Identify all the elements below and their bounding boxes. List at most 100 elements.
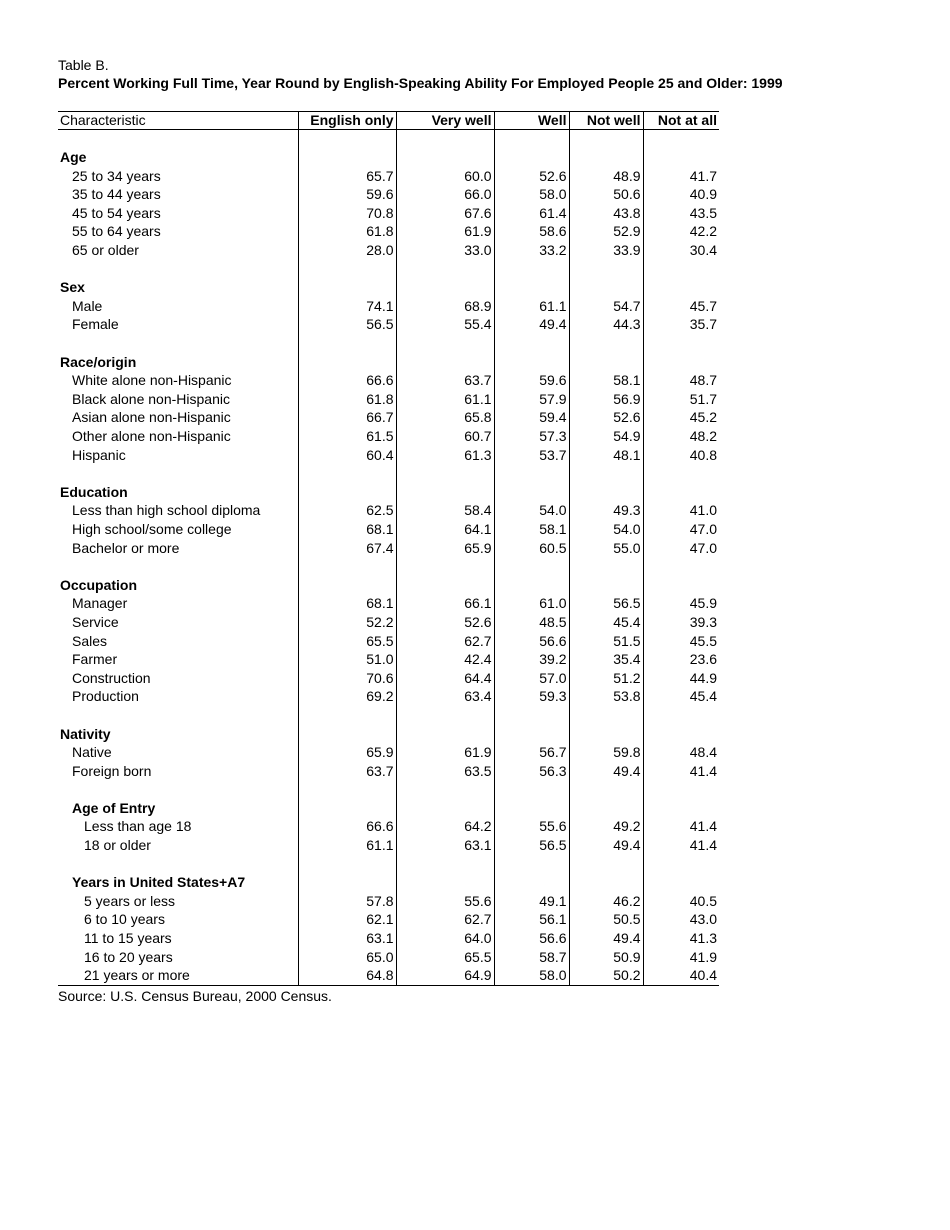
table-row: Black alone non-Hispanic 61.8 61.1 57.9 56.9…	[58, 389, 719, 409]
cell-value: 56.5	[494, 836, 570, 855]
cell-value	[569, 724, 644, 744]
cell-value: 42.4	[396, 650, 495, 669]
cell-value: 65.8	[396, 408, 495, 427]
cell-value	[298, 482, 397, 502]
row-label	[58, 780, 299, 799]
table-row: White alone non-Hispanic 66.6 63.7 59.6 58.1…	[58, 371, 719, 390]
cell-value	[396, 334, 495, 353]
section-header-row: Age of Entry	[58, 798, 719, 818]
cell-value: 45.2	[689, 409, 717, 426]
cell-value	[298, 129, 397, 149]
cell-value	[298, 724, 397, 744]
cell-value	[494, 464, 570, 483]
cell-value: 68.1	[298, 519, 397, 539]
cell-value	[494, 352, 570, 372]
section-label: Sex	[58, 278, 299, 297]
table-row: Farmer 51.0 42.4 39.2 35.4 23.6	[58, 650, 719, 669]
cell-value: 60.7	[396, 427, 495, 446]
table-row: 55 to 64 years 61.8 61.9 58.6 52.9 42.2	[58, 222, 719, 242]
cell-value: 23.6	[689, 651, 717, 668]
table-row: Production 69.2 63.4 59.3 53.8 45.4	[58, 687, 719, 706]
header-row: Characteristic English only Very well We…	[58, 111, 719, 130]
cell-value: 43.5	[689, 204, 717, 221]
section-header-row: Age	[58, 148, 719, 167]
cell-value: 65.5	[396, 947, 495, 967]
cell-value	[396, 278, 495, 297]
table-row: Sales 65.5 62.7 56.6 51.5 45.5	[58, 631, 719, 651]
cell-value: 57.9	[494, 389, 570, 409]
row-label: Asian alone non-Hispanic	[58, 408, 299, 427]
cell-value	[298, 873, 397, 892]
cell-value: 41.0	[689, 502, 717, 519]
table-row: Construction 70.6 64.4 57.0 51.2 44.9	[58, 668, 719, 688]
cell-value: 60.0	[396, 166, 495, 186]
table-row: Service 52.2 52.6 48.5 45.4 39.3	[58, 612, 719, 632]
row-label: Other alone non-Hispanic	[58, 427, 299, 446]
cell-value	[298, 575, 397, 595]
cell-value: 54.0	[569, 519, 644, 539]
section-label: Education	[58, 482, 299, 502]
cell-value	[396, 259, 495, 279]
table-row: Foreign born 63.7 63.5 56.3 49.4 41.4	[58, 761, 719, 781]
cell-value	[643, 148, 719, 167]
cell-value: 35.7	[689, 316, 717, 333]
cell-value: 58.1	[494, 519, 570, 539]
table-row: 21 years or more 64.8 64.9 58.0 50.2 40.4	[58, 966, 719, 986]
column-header-not-well: Not well	[569, 111, 644, 130]
cell-value: 66.0	[396, 185, 495, 204]
cell-value	[298, 259, 397, 279]
table-row: 45 to 54 years 70.8 67.6 61.4 43.8 43.5	[58, 203, 719, 223]
cell-value: 56.5	[569, 594, 644, 613]
row-label: 35 to 44 years	[58, 185, 299, 204]
cell-value	[298, 464, 397, 483]
cell-value	[643, 780, 719, 799]
cell-value: 51.7	[689, 390, 717, 407]
cell-value: 35.4	[569, 650, 644, 669]
cell-value: 51.2	[569, 668, 644, 688]
cell-value: 41.9	[689, 948, 717, 965]
cell-value	[494, 873, 570, 892]
cell-value: 54.7	[569, 296, 644, 316]
row-label: 5 years or less	[58, 891, 299, 911]
cell-value: 65.9	[396, 538, 495, 558]
cell-value: 56.6	[494, 929, 570, 948]
cell-value	[494, 129, 570, 149]
cell-value	[643, 725, 719, 744]
cell-value: 33.2	[494, 241, 570, 260]
cell-value	[569, 278, 644, 297]
cell-value: 28.0	[298, 241, 397, 260]
cell-value: 40.9	[689, 186, 717, 203]
cell-value: 44.9	[689, 669, 717, 686]
cell-value	[643, 855, 719, 874]
table-row: 6 to 10 years 62.1 62.7 56.1 50.5 43.0	[58, 910, 719, 930]
cell-value: 70.6	[298, 668, 397, 688]
cell-value: 58.1	[569, 371, 644, 390]
cell-value	[494, 334, 570, 353]
table-row: Asian alone non-Hispanic 66.7 65.8 59.4 52.6…	[58, 408, 719, 427]
cell-value	[494, 724, 570, 744]
column-header-very-well: Very well	[396, 111, 495, 130]
row-label: Service	[58, 612, 299, 632]
cell-value	[569, 705, 644, 725]
cell-value: 65.0	[298, 947, 397, 967]
cell-value	[298, 780, 397, 799]
cell-value: 62.1	[298, 910, 397, 930]
cell-value	[569, 557, 644, 576]
cell-value: 53.7	[494, 445, 570, 465]
cell-value: 68.9	[396, 296, 495, 316]
cell-value: 56.1	[494, 910, 570, 930]
cell-value	[494, 705, 570, 725]
spacer-row	[58, 780, 719, 799]
cell-value	[494, 482, 570, 502]
row-label: Bachelor or more	[58, 538, 299, 558]
cell-value	[396, 705, 495, 725]
cell-value: 49.1	[494, 891, 570, 911]
cell-value	[569, 854, 644, 874]
cell-value: 67.4	[298, 538, 397, 558]
cell-value	[643, 706, 719, 725]
cell-value	[643, 873, 719, 892]
cell-value: 59.3	[494, 687, 570, 706]
cell-value: 58.7	[494, 947, 570, 967]
table-row: 11 to 15 years 63.1 64.0 56.6 49.4 41.3	[58, 929, 719, 948]
cell-value	[569, 334, 644, 353]
